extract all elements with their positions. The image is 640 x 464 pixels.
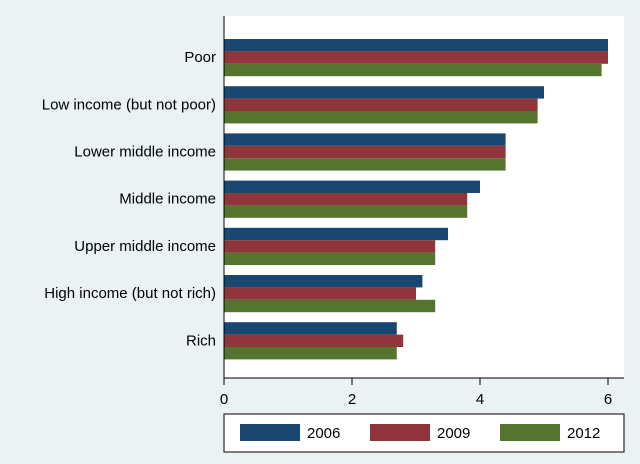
bars-layer (224, 39, 608, 360)
bar-2006-1 (224, 86, 544, 99)
bar-2012-6 (224, 347, 397, 360)
legend-label-2012: 2012 (567, 425, 600, 442)
bar-2009-5 (224, 287, 416, 300)
x-tick-label: 2 (348, 391, 356, 408)
category-label: Upper middle income (74, 238, 216, 255)
bar-2009-1 (224, 98, 538, 111)
category-label: Middle income (119, 191, 216, 208)
bar-2006-5 (224, 275, 423, 288)
bar-2012-4 (224, 252, 436, 265)
bar-2009-4 (224, 240, 436, 253)
bar-2012-0 (224, 63, 602, 77)
bar-2009-0 (224, 51, 608, 64)
bar-2012-3 (224, 205, 468, 218)
bar-2012-2 (224, 158, 506, 171)
legend-swatch-2006 (240, 424, 300, 441)
x-tick-label: 0 (220, 391, 228, 408)
x-tick-label: 6 (604, 391, 612, 408)
bar-2006-2 (224, 133, 506, 146)
category-label: Poor (184, 49, 216, 66)
bar-2006-4 (224, 227, 448, 241)
bar-2006-6 (224, 322, 397, 335)
bar-2009-2 (224, 145, 506, 159)
bar-2012-1 (224, 111, 538, 124)
legend-label-2009: 2009 (437, 425, 470, 442)
x-tick-label: 4 (476, 391, 484, 408)
bar-2012-5 (224, 299, 436, 313)
category-label: High income (but not rich) (44, 285, 216, 302)
category-label: Lower middle income (74, 144, 216, 161)
bar-2006-3 (224, 180, 480, 193)
legend-swatch-2009 (370, 424, 430, 441)
bar-2009-3 (224, 193, 468, 206)
x-axis: 0 2 4 6 (220, 16, 624, 408)
legend-label-2006: 2006 (307, 425, 340, 442)
legend-swatch-2012 (500, 424, 560, 441)
category-labels: Poor Low income (but not poor) Lower middl… (42, 49, 216, 349)
legend: 2006 2009 2012 (223, 413, 625, 453)
bar-2009-6 (224, 334, 404, 347)
category-label: Low income (but not poor) (42, 96, 216, 113)
bar-2006-0 (224, 39, 608, 52)
category-label: Rich (186, 332, 216, 349)
